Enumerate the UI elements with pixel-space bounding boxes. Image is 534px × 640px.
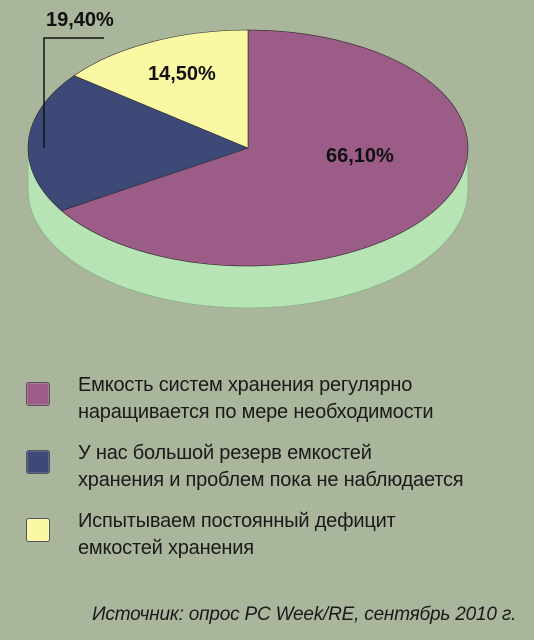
slice-label: 66,10% (326, 145, 394, 167)
pie-slice (27, 75, 249, 211)
slice-label: 19,40% (46, 9, 114, 31)
legend-item: У нас большой резерв емкостей хранения и… (26, 440, 526, 494)
pie-slice (73, 29, 249, 149)
leader-line (43, 37, 104, 148)
pie-slice (60, 29, 469, 267)
legend-swatch (26, 518, 50, 542)
legend-item: Емкость систем хранения регулярно наращи… (26, 372, 526, 426)
legend-swatch (26, 382, 50, 406)
legend-label: Емкость систем хранения регулярно наращи… (78, 374, 434, 423)
legend-label: Испытываем постоянный дефицит емкостей х… (78, 510, 396, 559)
pie-chart: 66,10% 19,40% 14,50% (27, 9, 469, 309)
legend: Емкость систем хранения регулярно наращи… (26, 372, 526, 576)
slice-label: 14,50% (148, 63, 216, 85)
legend-swatch (26, 450, 50, 474)
legend-item: Испытываем постоянный дефицит емкостей х… (26, 508, 526, 562)
source-note: Источник: опрос PC Week/RE, сентябрь 201… (92, 604, 517, 625)
legend-label: У нас большой резерв емкостей хранения и… (78, 442, 464, 491)
